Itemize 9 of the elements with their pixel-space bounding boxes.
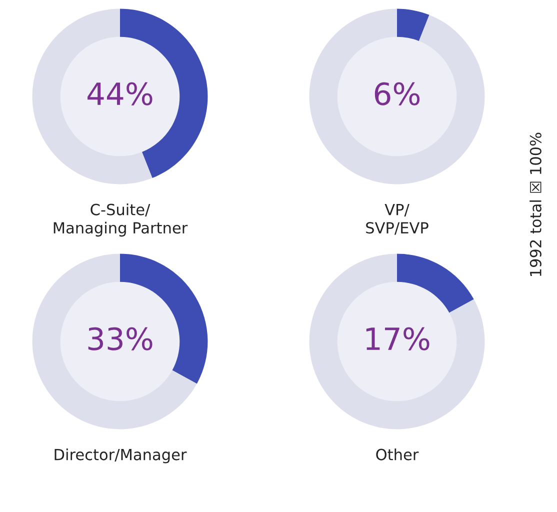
- data-label: 44%: [88, 82, 152, 106]
- text: Other: [376, 448, 419, 460]
- text: C-Suite/ Managing Partner: [54, 204, 188, 237]
- text: VP/ SVP/EVP: [366, 204, 428, 235]
- data-label: 33%: [88, 327, 152, 350]
- data-label: 6%: [374, 82, 420, 106]
- text: Director/Manager: [54, 448, 187, 464]
- text: 1992 total ☒ 100%: [530, 132, 542, 276]
- data-label: 17%: [366, 327, 430, 350]
